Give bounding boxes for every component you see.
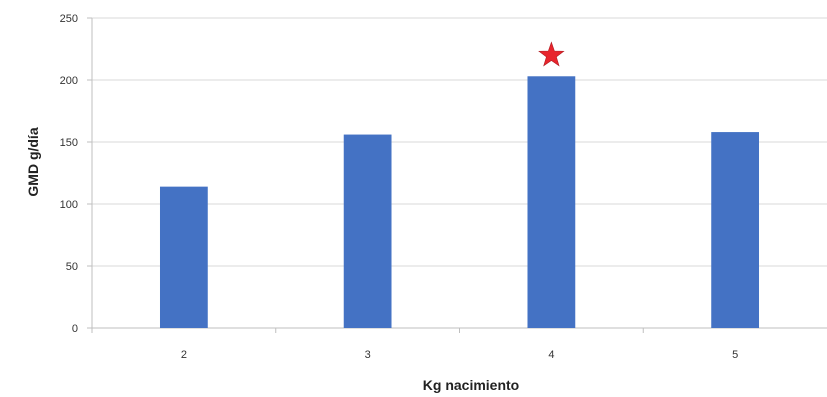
annotations xyxy=(538,41,565,67)
bar-2 xyxy=(159,186,208,328)
x-axis-title: Kg nacimiento xyxy=(423,377,519,393)
y-tick-label-200: 200 xyxy=(60,75,78,87)
gridlines xyxy=(92,17,827,329)
x-tick-label-3: 3 xyxy=(365,349,371,361)
y-tick-label-100: 100 xyxy=(60,199,78,211)
bar-4 xyxy=(527,76,576,328)
bar-5 xyxy=(711,132,760,328)
bar-3 xyxy=(343,134,392,328)
x-tick-labels: 2 3 4 5 xyxy=(181,349,738,361)
x-tick-label-4: 4 xyxy=(548,349,554,361)
bars xyxy=(159,76,760,328)
x-tick-label-2: 2 xyxy=(181,349,187,361)
y-axis-title: GMD g/día xyxy=(25,127,41,196)
y-tick-label-250: 250 xyxy=(60,13,78,25)
axes xyxy=(87,17,644,333)
y-tick-label-150: 150 xyxy=(60,137,78,149)
star-icon xyxy=(538,41,565,67)
y-tick-label-50: 50 xyxy=(66,261,78,273)
y-tick-labels: 0 50 100 150 200 250 xyxy=(60,13,78,335)
x-tick-label-5: 5 xyxy=(732,349,738,361)
y-tick-label-0: 0 xyxy=(72,323,78,335)
